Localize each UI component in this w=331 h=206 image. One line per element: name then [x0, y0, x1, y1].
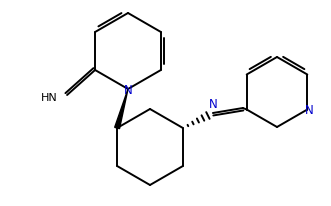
Text: N: N — [123, 84, 132, 97]
Text: N: N — [305, 103, 314, 116]
Text: N: N — [209, 97, 217, 110]
Text: HN: HN — [41, 92, 58, 103]
Polygon shape — [115, 90, 128, 129]
